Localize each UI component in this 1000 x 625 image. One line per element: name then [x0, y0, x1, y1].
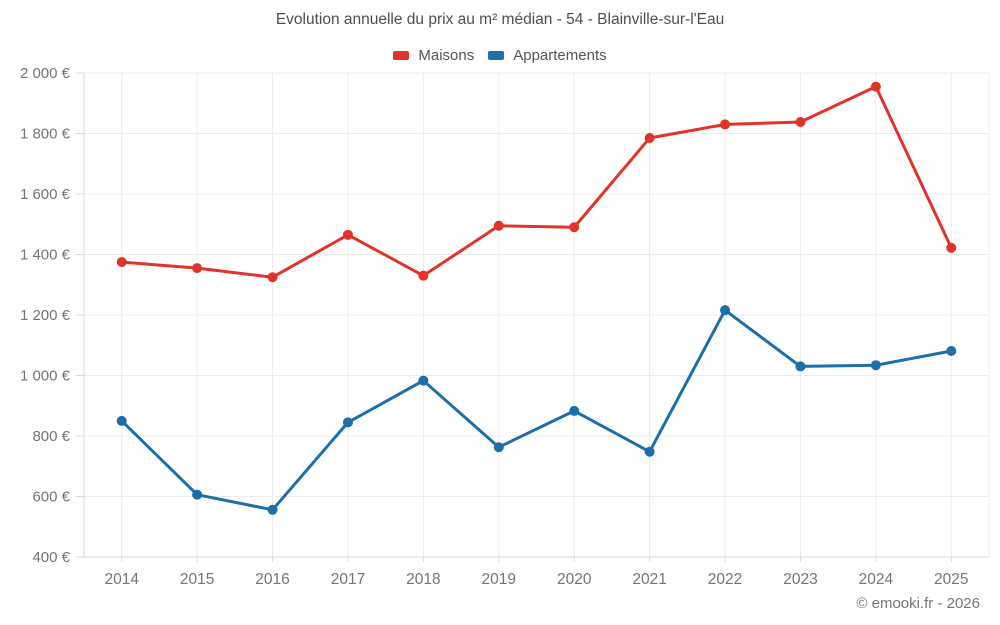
- data-point-maisons-2025[interactable]: [946, 242, 957, 253]
- y-tick-label: 1 000 €: [20, 368, 71, 385]
- x-tick-label: 2020: [557, 571, 592, 588]
- y-tick-label: 1 200 €: [20, 307, 71, 324]
- x-tick-label: 2021: [632, 571, 666, 588]
- x-tick-label: 2022: [708, 571, 742, 588]
- x-tick-label: 2015: [180, 571, 214, 588]
- data-point-maisons-2024[interactable]: [870, 81, 881, 92]
- x-tick-label: 2024: [859, 571, 894, 588]
- data-point-appartements-2017[interactable]: [342, 417, 353, 428]
- x-tick-label: 2025: [934, 571, 968, 588]
- data-point-maisons-2020[interactable]: [569, 222, 580, 233]
- y-tick-label: 600 €: [32, 489, 70, 506]
- data-point-appartements-2024[interactable]: [870, 360, 881, 371]
- y-tick-label: 400 €: [32, 549, 70, 566]
- y-tick-label: 1 400 €: [20, 247, 71, 264]
- data-point-maisons-2014[interactable]: [116, 257, 127, 268]
- data-point-appartements-2018[interactable]: [418, 375, 429, 386]
- legend-label-appartements: Appartements: [513, 47, 607, 64]
- x-tick-label: 2017: [331, 571, 365, 588]
- attribution: © emooki.fr - 2026: [856, 595, 980, 612]
- data-point-maisons-2017[interactable]: [342, 229, 353, 240]
- data-point-appartements-2025[interactable]: [946, 345, 957, 356]
- legend: Maisons Appartements: [0, 47, 1000, 64]
- data-point-maisons-2016[interactable]: [267, 272, 278, 283]
- appartements-swatch-icon: [488, 51, 505, 60]
- y-tick-label: 1 800 €: [20, 126, 71, 143]
- legend-item-maisons[interactable]: Maisons: [393, 47, 474, 64]
- data-point-maisons-2018[interactable]: [418, 270, 429, 281]
- y-tick-label: 800 €: [32, 428, 70, 445]
- y-tick-label: 1 600 €: [20, 186, 71, 203]
- data-point-appartements-2021[interactable]: [644, 446, 655, 457]
- series-line-appartements: [120, 308, 953, 512]
- x-tick-label: 2023: [783, 571, 817, 588]
- chart-title: Evolution annuelle du prix au m² médian …: [275, 11, 725, 28]
- data-point-appartements-2023[interactable]: [795, 361, 806, 372]
- data-point-appartements-2019[interactable]: [493, 442, 504, 453]
- data-point-appartements-2022[interactable]: [720, 305, 731, 316]
- data-point-maisons-2015[interactable]: [192, 263, 203, 274]
- data-point-appartements-2015[interactable]: [192, 489, 203, 500]
- data-point-appartements-2016[interactable]: [267, 504, 278, 515]
- x-tick-label: 2019: [482, 571, 516, 588]
- data-point-maisons-2022[interactable]: [720, 119, 731, 130]
- legend-label-maisons: Maisons: [418, 47, 475, 64]
- legend-item-appartements[interactable]: Appartements: [488, 47, 607, 64]
- data-point-appartements-2020[interactable]: [569, 405, 580, 416]
- x-tick-label: 2018: [406, 571, 440, 588]
- maisons-swatch-icon: [393, 51, 410, 60]
- x-tick-label: 2016: [255, 571, 289, 588]
- series-line-maisons: [120, 85, 953, 279]
- data-point-appartements-2014[interactable]: [116, 415, 127, 426]
- x-tick-label: 2014: [104, 571, 139, 588]
- data-point-maisons-2019[interactable]: [493, 220, 504, 231]
- y-tick-label: 2 000 €: [20, 65, 71, 82]
- data-point-maisons-2021[interactable]: [644, 133, 655, 144]
- data-point-maisons-2023[interactable]: [795, 117, 806, 128]
